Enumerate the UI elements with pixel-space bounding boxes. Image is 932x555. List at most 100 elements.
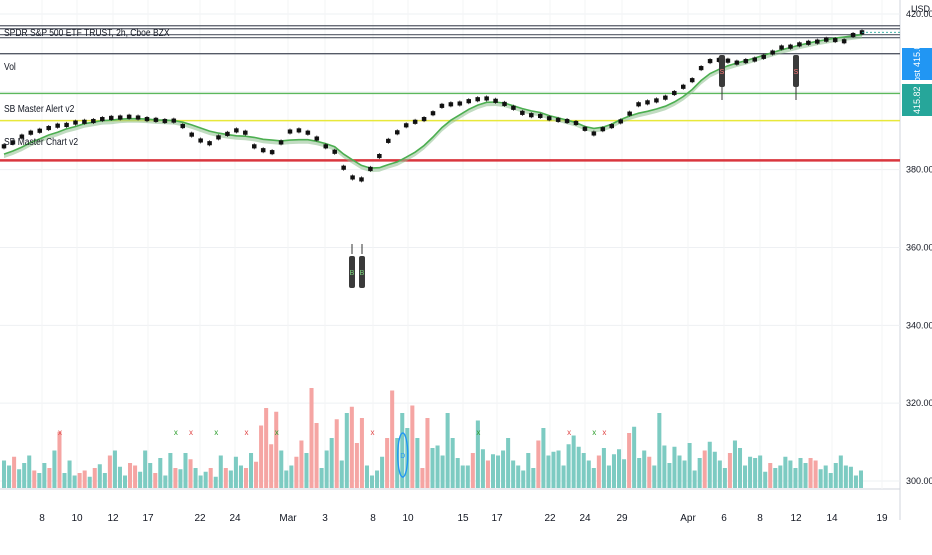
price-candle (207, 141, 212, 146)
volume-bar (233, 456, 238, 488)
volume-bar (591, 468, 596, 488)
price-candle (73, 120, 78, 125)
price-candle (126, 114, 132, 119)
volume-bar (662, 445, 667, 488)
price-candle (448, 102, 454, 107)
volume-bar (238, 465, 243, 488)
legend-indicator-alert[interactable]: SB Master Alert v2 (4, 104, 75, 115)
volume-bar (748, 456, 753, 488)
volume-bar (284, 470, 289, 488)
volume-bar (22, 463, 27, 488)
volume-bar (107, 455, 112, 488)
volume-bar (506, 438, 511, 488)
price-candle (645, 100, 650, 105)
price-candle (296, 128, 302, 133)
ma-band (4, 34, 862, 173)
volume-bar (445, 413, 450, 488)
price-candle (100, 117, 105, 122)
price-candle (28, 130, 34, 135)
volume-bar (848, 466, 853, 488)
volume-bar (395, 438, 400, 488)
volume-bar (344, 413, 349, 488)
volume-bar (551, 451, 556, 488)
volume-bar (410, 405, 415, 488)
price-candle (815, 39, 820, 44)
volume-bar (334, 419, 339, 488)
volume-bar (133, 465, 138, 488)
sell-signal-marker (719, 55, 725, 87)
volume-bar (203, 471, 208, 488)
y-tick-label: 300.00 (906, 476, 932, 486)
x-tick-label: 8 (370, 513, 376, 524)
price-candle (37, 128, 42, 133)
volume-bar (647, 456, 652, 488)
volume-bar (47, 468, 52, 488)
price-candle (153, 117, 159, 122)
volume-bar (440, 455, 445, 488)
volume-bar (833, 463, 838, 488)
volume-bar (480, 449, 485, 488)
volume-bar (526, 453, 531, 488)
currency-label: USD (910, 4, 930, 14)
price-candle (797, 42, 802, 47)
volume-bar (385, 438, 390, 488)
volume-bar (722, 468, 727, 488)
volume-bar (62, 473, 67, 488)
volume-bar (213, 476, 218, 488)
volume-bar (274, 411, 279, 488)
volume-bar (556, 450, 561, 488)
volume-bar (853, 475, 858, 488)
volume-bar (359, 418, 364, 488)
legend-symbol[interactable]: SPDR S&P 500 ETF TRUST, 2h, Cboe BZX (4, 28, 170, 39)
volume-bar (576, 446, 581, 488)
x-tick-label: 10 (402, 513, 414, 524)
price-candle (198, 138, 203, 143)
volume-x-marker: x (602, 428, 606, 437)
price-candle (117, 115, 123, 120)
legend-indicator-chart[interactable]: SB Master Chart v2 (4, 137, 79, 148)
volume-circle-label: D (400, 453, 405, 460)
volume-bar (677, 455, 682, 488)
volume-bar (858, 470, 863, 488)
price-candle (564, 118, 570, 124)
volume-bar (208, 468, 213, 488)
volume-bar (501, 450, 506, 488)
volume-bar (425, 418, 430, 488)
volume-bar (843, 465, 848, 488)
volume-bar (183, 453, 188, 488)
x-tick-label: 17 (491, 513, 503, 524)
price-candle (654, 98, 659, 103)
volume-bar (77, 473, 82, 488)
price-candle (234, 128, 239, 133)
volume-bar (87, 476, 92, 488)
price-candle (582, 126, 588, 131)
price-candle (502, 101, 507, 106)
price-candle (341, 165, 346, 170)
volume-bar (808, 458, 813, 488)
volume-bar (380, 456, 385, 488)
volume-bar (375, 470, 380, 488)
volume-bar (727, 453, 732, 488)
price-candle (591, 131, 597, 136)
volume-bar (743, 465, 748, 488)
price-candle (743, 59, 749, 64)
price-candle (332, 149, 337, 154)
volume-circle-marker (397, 432, 409, 478)
volume-bar (627, 433, 632, 488)
legend-vol[interactable]: Vol (4, 62, 16, 73)
price-candle (91, 118, 96, 124)
price-candle (475, 97, 480, 102)
volume-bar (143, 450, 148, 488)
x-tick-label: 15 (457, 513, 469, 524)
price-candle (457, 101, 463, 106)
price-candle (770, 50, 775, 55)
volume-bar (798, 458, 803, 488)
price-candle (806, 40, 811, 45)
x-tick-label: 6 (721, 513, 727, 524)
price-candle (609, 124, 614, 129)
volume-bar (778, 465, 783, 488)
volume-bar (803, 463, 808, 488)
volume-bar (264, 408, 269, 488)
